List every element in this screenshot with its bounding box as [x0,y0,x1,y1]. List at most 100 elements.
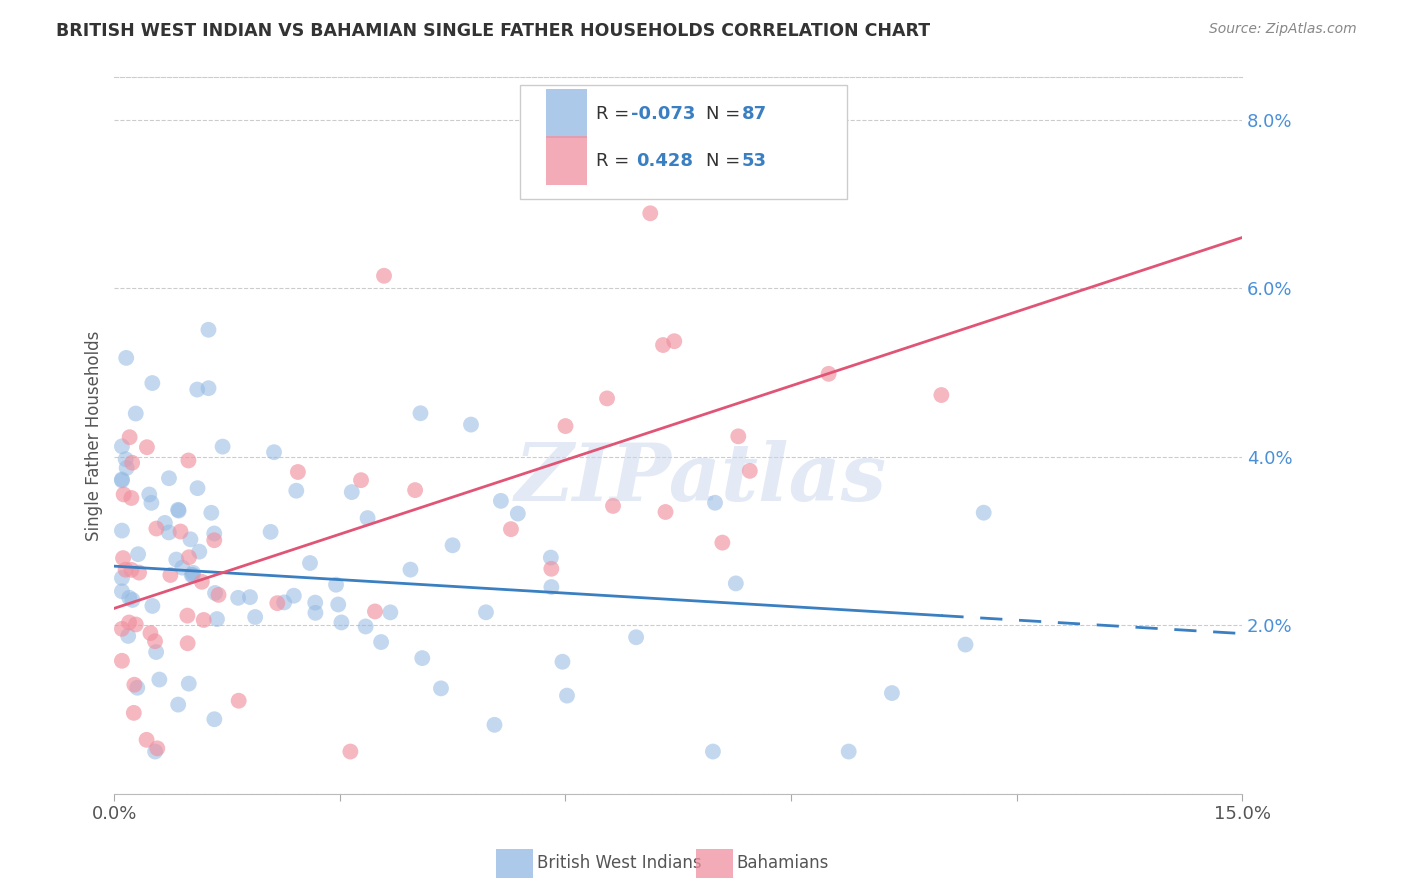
Point [373,268,395,283]
Point [114,563,136,577]
Point [136,440,159,454]
Point [141,599,163,613]
Point [430,681,453,696]
Point [118,615,141,630]
Point [191,574,214,589]
Point [880,686,903,700]
Point [127,681,149,695]
Point [124,678,146,692]
Point [202,533,225,548]
Point [157,525,180,540]
Point [167,502,190,516]
Point [127,547,149,561]
Point [325,578,347,592]
Point [409,406,432,420]
Point [186,481,208,495]
Point [506,507,529,521]
Point [555,689,578,703]
Point [197,323,219,337]
Point [475,605,498,619]
Point [121,456,143,470]
Text: Source: ZipAtlas.com: Source: ZipAtlas.com [1209,22,1357,37]
Point [112,487,135,501]
Point [120,491,142,505]
Point [638,206,661,220]
Point [370,635,392,649]
Point [727,429,749,443]
Point [489,494,512,508]
Point [304,606,326,620]
Point [202,712,225,726]
Point [955,638,977,652]
Point [117,629,139,643]
Point [411,651,433,665]
Point [364,604,387,618]
Point [139,626,162,640]
Point [122,706,145,720]
FancyBboxPatch shape [520,85,848,199]
Text: 87: 87 [741,104,766,122]
Point [169,524,191,539]
Point [285,483,308,498]
Point [111,472,134,486]
Point [441,538,464,552]
Point [197,381,219,395]
Point [111,622,134,636]
Point [167,698,190,712]
Point [259,524,281,539]
Point [186,383,208,397]
Point [654,505,676,519]
Point [287,465,309,479]
Point [128,566,150,580]
Point [121,593,143,607]
Point [702,745,724,759]
Point [304,596,326,610]
Point [460,417,482,432]
Point [602,499,624,513]
Point [339,745,361,759]
Text: R =: R = [596,152,641,169]
Point [177,676,200,690]
Point [207,588,229,602]
Point [114,452,136,467]
Point [399,563,422,577]
Point [205,612,228,626]
Point [551,655,574,669]
Point [711,535,734,549]
Point [176,636,198,650]
Point [111,474,134,488]
Point [664,334,686,349]
Point [181,566,204,580]
Point [817,367,839,381]
Point [266,596,288,610]
Y-axis label: Single Father Households: Single Father Households [86,330,103,541]
Point [153,516,176,530]
Text: -0.073: -0.073 [631,104,695,122]
Point [157,471,180,485]
Point [200,506,222,520]
Point [112,551,135,566]
Point [973,506,995,520]
Point [742,171,765,186]
Point [204,586,226,600]
Text: British West Indians: British West Indians [537,855,702,872]
Point [354,619,377,633]
Point [193,613,215,627]
Point [118,430,141,444]
Point [115,461,138,475]
Point [111,654,134,668]
Text: Bahamians: Bahamians [737,855,830,872]
Point [165,552,187,566]
Point [931,388,953,402]
Point [243,610,266,624]
Point [328,598,350,612]
Point [239,590,262,604]
Point [188,544,211,558]
Text: ZIPatlas: ZIPatlas [515,440,887,517]
Point [145,645,167,659]
Point [652,338,675,352]
Point [125,407,148,421]
Text: 0.428: 0.428 [637,152,693,169]
Point [738,464,761,478]
Point [202,526,225,541]
